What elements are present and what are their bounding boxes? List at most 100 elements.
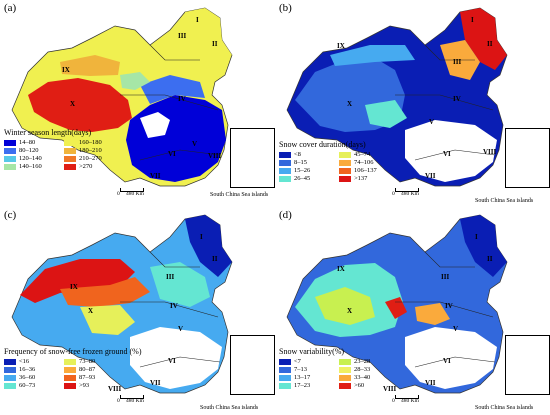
legend-label: 106–137 bbox=[354, 167, 377, 174]
region-label-iii: III bbox=[178, 32, 187, 40]
scale-zero: 0 bbox=[117, 398, 120, 404]
region-label-iv: IV bbox=[453, 95, 461, 103]
northeast-blue bbox=[185, 215, 232, 277]
scale-zero: 0 bbox=[117, 191, 120, 197]
legend-label: <16 bbox=[19, 358, 30, 365]
inset-caption: South China Sea islands bbox=[475, 405, 534, 411]
legend-item: >60 bbox=[339, 382, 399, 389]
legend-label: 28–33 bbox=[354, 366, 371, 373]
legend-item: <8 bbox=[279, 151, 339, 158]
legend-swatch bbox=[339, 175, 351, 182]
legend-swatch bbox=[64, 374, 76, 381]
china-map-d bbox=[286, 214, 508, 394]
legend-item: 45–74 bbox=[339, 151, 399, 158]
region-label-ii: II bbox=[212, 40, 218, 48]
legend-swatch bbox=[339, 151, 351, 158]
legend-item: 23–28 bbox=[339, 358, 399, 365]
legend-label: 80–120 bbox=[19, 147, 39, 154]
region-label-v: V bbox=[429, 118, 435, 126]
legend-swatch bbox=[279, 151, 291, 158]
region-label-vi: VI bbox=[443, 150, 451, 158]
legend-item: 36–60 bbox=[4, 374, 64, 381]
china-map-b bbox=[286, 7, 508, 187]
scale-distance: 480 Km bbox=[401, 191, 419, 197]
north-red bbox=[20, 259, 135, 303]
region-label-iv: IV bbox=[170, 302, 178, 310]
region-label-ix: IX bbox=[337, 42, 345, 50]
legend-b: Snow cover duration(days) <8 45–74 8–15 74–… bbox=[279, 140, 399, 182]
inset-caption: South China Sea islands bbox=[200, 405, 259, 411]
tibet-yellow bbox=[80, 305, 135, 335]
legend-label: 33–40 bbox=[354, 374, 371, 381]
legend-label: >137 bbox=[354, 175, 368, 182]
legend-swatch bbox=[339, 374, 351, 381]
legend-swatch bbox=[4, 139, 16, 146]
legend-swatch bbox=[64, 155, 76, 162]
legend-swatch bbox=[4, 366, 16, 373]
yellow-patches bbox=[315, 287, 375, 325]
region-label-iii: III bbox=[166, 273, 175, 281]
legend-item: 140–160 bbox=[4, 163, 64, 170]
region-label-viii: VIII bbox=[383, 385, 397, 393]
region-label-vii: VII bbox=[150, 379, 161, 387]
legend-item: 8–15 bbox=[279, 159, 339, 166]
legend-d: Snow variability(%) <7 23–28 7–13 28–33 13–1… bbox=[279, 347, 399, 389]
legend-swatch bbox=[279, 175, 291, 182]
legend-item: <16 bbox=[4, 358, 64, 365]
scale-zero: 0 bbox=[392, 191, 395, 197]
region-label-viii: VIII bbox=[483, 148, 497, 156]
legend-label: 120–140 bbox=[19, 155, 42, 162]
legend-title: Snow variability(%) bbox=[279, 347, 345, 356]
red-patches bbox=[385, 297, 407, 319]
legend-item: >270 bbox=[64, 163, 124, 170]
region-label-vi: VI bbox=[168, 150, 176, 158]
legend-label: 7–13 bbox=[294, 366, 307, 373]
panel-label: (d) bbox=[279, 209, 292, 221]
legend-label: 17–23 bbox=[294, 382, 311, 389]
region-label-ix: IX bbox=[62, 66, 70, 74]
legend-item: 16–36 bbox=[4, 366, 64, 373]
legend-swatch bbox=[279, 358, 291, 365]
legend-label: 180–210 bbox=[79, 147, 102, 154]
legend-item: 7–13 bbox=[279, 366, 339, 373]
legend-label: 26–45 bbox=[294, 175, 311, 182]
legend-label: <7 bbox=[294, 358, 301, 365]
legend-item: 120–140 bbox=[4, 155, 64, 162]
legend-label: >60 bbox=[354, 382, 365, 389]
legend-item: 17–23 bbox=[279, 382, 339, 389]
legend-swatch bbox=[279, 159, 291, 166]
region-label-i: I bbox=[471, 16, 474, 24]
legend-item: <7 bbox=[279, 358, 339, 365]
region-label-iv: IV bbox=[178, 95, 186, 103]
legend-item: 28–33 bbox=[339, 366, 399, 373]
legend-swatch bbox=[4, 382, 16, 389]
region-label-vi: VI bbox=[168, 357, 176, 365]
region-label-iv: IV bbox=[445, 302, 453, 310]
legend-item: 60–73 bbox=[4, 382, 64, 389]
legend-swatch bbox=[279, 382, 291, 389]
panel-label: (b) bbox=[279, 2, 292, 14]
legend-item: 13–17 bbox=[279, 374, 339, 381]
legend-label: 15–26 bbox=[294, 167, 311, 174]
legend-label: 140–160 bbox=[19, 163, 42, 170]
region-label-x: X bbox=[88, 307, 94, 315]
legend-label: 73–80 bbox=[79, 358, 96, 365]
legend-swatch bbox=[4, 147, 16, 154]
south-china-sea-inset bbox=[230, 335, 275, 395]
region-label-vii: VII bbox=[425, 379, 436, 387]
legend-label: >93 bbox=[79, 382, 90, 389]
scale-distance: 480 Km bbox=[126, 191, 144, 197]
legend-swatch bbox=[4, 155, 16, 162]
region-label-iii: III bbox=[453, 58, 462, 66]
region-label-v: V bbox=[178, 325, 184, 333]
blue-mid bbox=[140, 75, 205, 104]
legend-item: 74–106 bbox=[339, 159, 399, 166]
region-label-ii: II bbox=[212, 255, 218, 263]
scale-distance: 480 Km bbox=[401, 398, 419, 404]
red-zone bbox=[28, 78, 132, 132]
south-china-sea-inset bbox=[230, 128, 275, 188]
legend-item: 106–137 bbox=[339, 167, 399, 174]
legend-swatch bbox=[64, 139, 76, 146]
region-label-viii: VIII bbox=[108, 385, 122, 393]
legend-title: Frequency of snow-free frozen ground (%) bbox=[4, 347, 142, 356]
